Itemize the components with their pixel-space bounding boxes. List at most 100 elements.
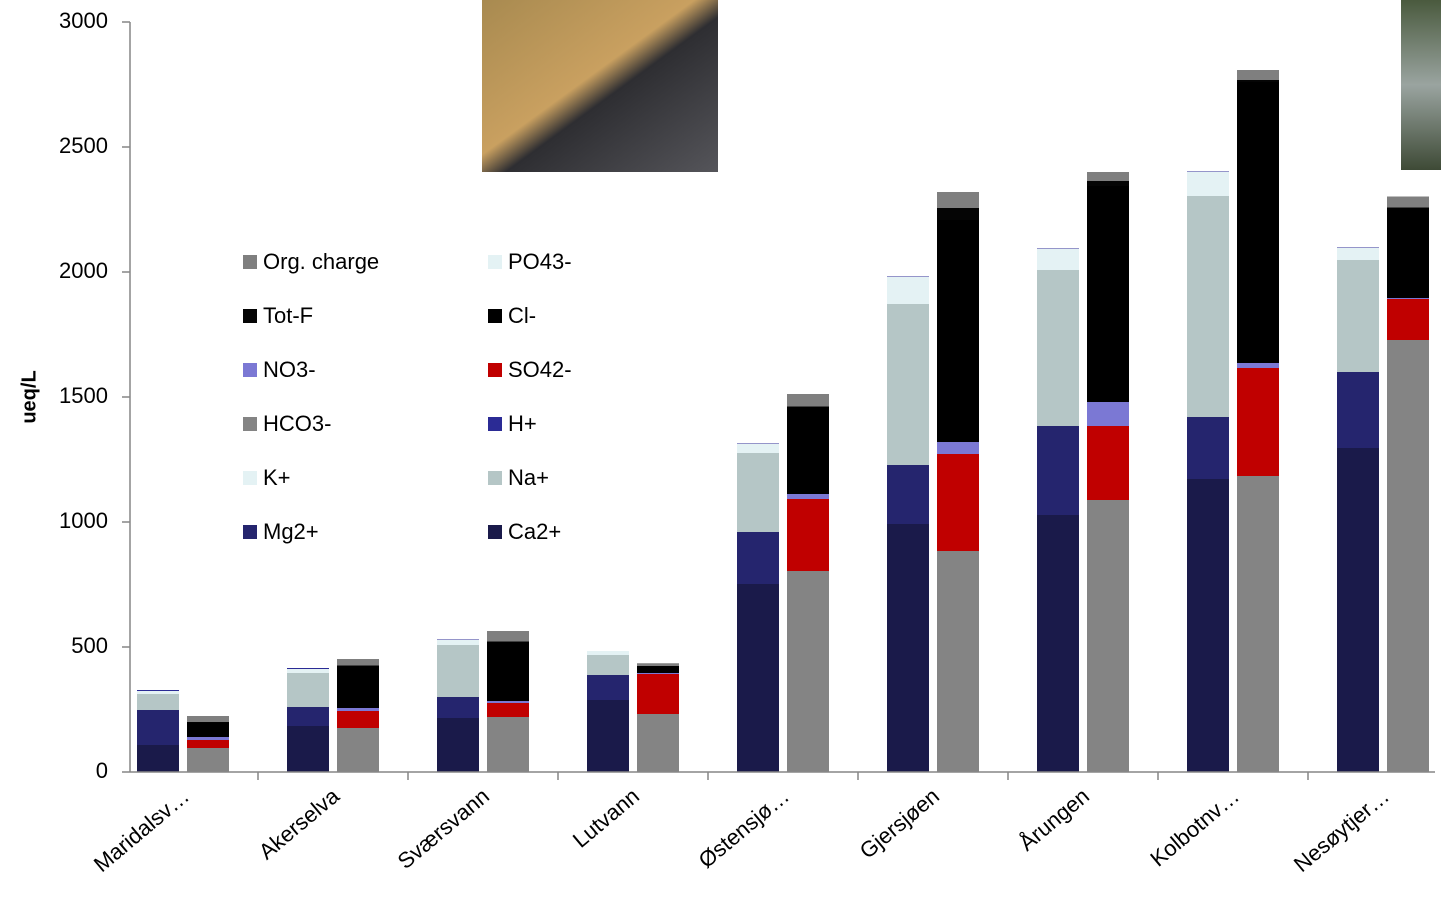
bar-segment [437,697,479,718]
bar-segment [137,694,179,710]
bar-segment [137,710,179,745]
legend-swatch [488,363,502,377]
y-tick-label: 0 [96,758,108,783]
x-tick-label: Nesøytjer… [1289,783,1394,877]
bar-segment [1087,172,1129,181]
bar-segment [337,659,379,666]
legend-label: Org. charge [263,249,379,274]
x-tick-label: Lutvann [568,783,644,852]
bar-segment [887,524,929,772]
legend-swatch [243,309,257,323]
bar-segment [287,726,329,772]
bar-segment [1337,248,1379,249]
bar-segment [1187,417,1229,479]
x-tick-label: Årungen [1014,783,1094,856]
bar-segment [887,304,929,465]
bar-segment [187,723,229,738]
legend-swatch [243,363,257,377]
bar-segment [187,716,229,722]
chart: ueq/L 050010001500200025003000Maridalsv…… [0,0,1441,900]
bar-segment [1237,476,1279,772]
bar-segment [1037,270,1079,426]
bar-segment [1337,248,1379,260]
legend-swatch [488,417,502,431]
bar-segment [1237,82,1279,363]
bar-segment [1187,172,1229,196]
photo [482,0,718,172]
bar-segment [337,728,379,772]
bar-segment [1337,448,1379,772]
legend-swatch [488,525,502,539]
bar-segment [1237,368,1279,476]
legend-label: K+ [263,465,291,490]
bar-segment [187,737,229,740]
bar-segment [737,444,779,453]
photo [1401,0,1441,170]
bar-segment [587,700,629,772]
bar-segment [1387,197,1429,208]
bar-segment [1037,515,1079,772]
bar-segment [937,454,979,551]
y-tick-label: 1000 [59,508,108,533]
bar-segment [787,407,829,494]
bar-segment [1387,208,1429,298]
bar-segment [887,277,929,278]
y-tick-label: 500 [71,633,108,658]
bar-segment [637,673,679,674]
bar-segment [1187,479,1229,772]
bar-segment [587,675,629,700]
x-tick-label: Sværsvann [393,783,494,874]
bar-segment [137,745,179,772]
bar-segment [487,631,529,642]
bar-segment [1037,249,1079,270]
legend-label: Mg2+ [263,519,319,544]
bar-segment [937,208,979,220]
y-tick-label: 2500 [59,133,108,158]
bar-segment [937,551,979,772]
bar-segment [1337,372,1379,448]
bar-segment [487,717,529,772]
bar-segment [637,666,679,673]
bar-segment [937,192,979,208]
bar-segment [1237,363,1279,368]
bar-segment [637,674,679,714]
legend-swatch [243,525,257,539]
bar-segment [1387,298,1429,299]
bar-segment [137,690,179,691]
legend-label: Cl- [508,303,536,328]
bar-segment [1087,402,1129,426]
bar-segment [137,691,179,694]
y-axis-label: ueq/L [18,370,40,423]
bar-segment [187,722,229,723]
bar-segment [187,748,229,772]
bar-segment [337,666,379,667]
bar-segment [737,444,779,445]
bar-segment [637,714,679,772]
legend-label: Tot-F [263,303,313,328]
bar-segment [937,220,979,442]
bar-segment [1087,426,1129,500]
bar-segment [637,663,679,666]
bar-segment [1387,299,1429,340]
bar-segment [437,718,479,772]
bar-segment [737,453,779,532]
bar-segment [187,740,229,748]
legend-label: Ca2+ [508,519,561,544]
x-tick-label: Akerselva [254,783,345,865]
legend-swatch [488,309,502,323]
bar-segment [1387,208,1429,209]
legend-label: H+ [508,411,537,436]
bar-segment [437,640,479,641]
bar-segment [487,642,529,701]
bar-segment [287,669,329,673]
y-tick-label: 3000 [59,8,108,33]
bar-segment [337,708,379,711]
bar-segment [587,651,629,655]
legend-label: HCO3- [263,411,331,436]
legend-swatch [488,471,502,485]
bar-segment [1387,340,1429,772]
bar-segment [487,642,529,643]
y-tick-label: 1500 [59,383,108,408]
x-tick-label: Gjersjøen [855,783,944,863]
bar-segment [287,668,329,669]
